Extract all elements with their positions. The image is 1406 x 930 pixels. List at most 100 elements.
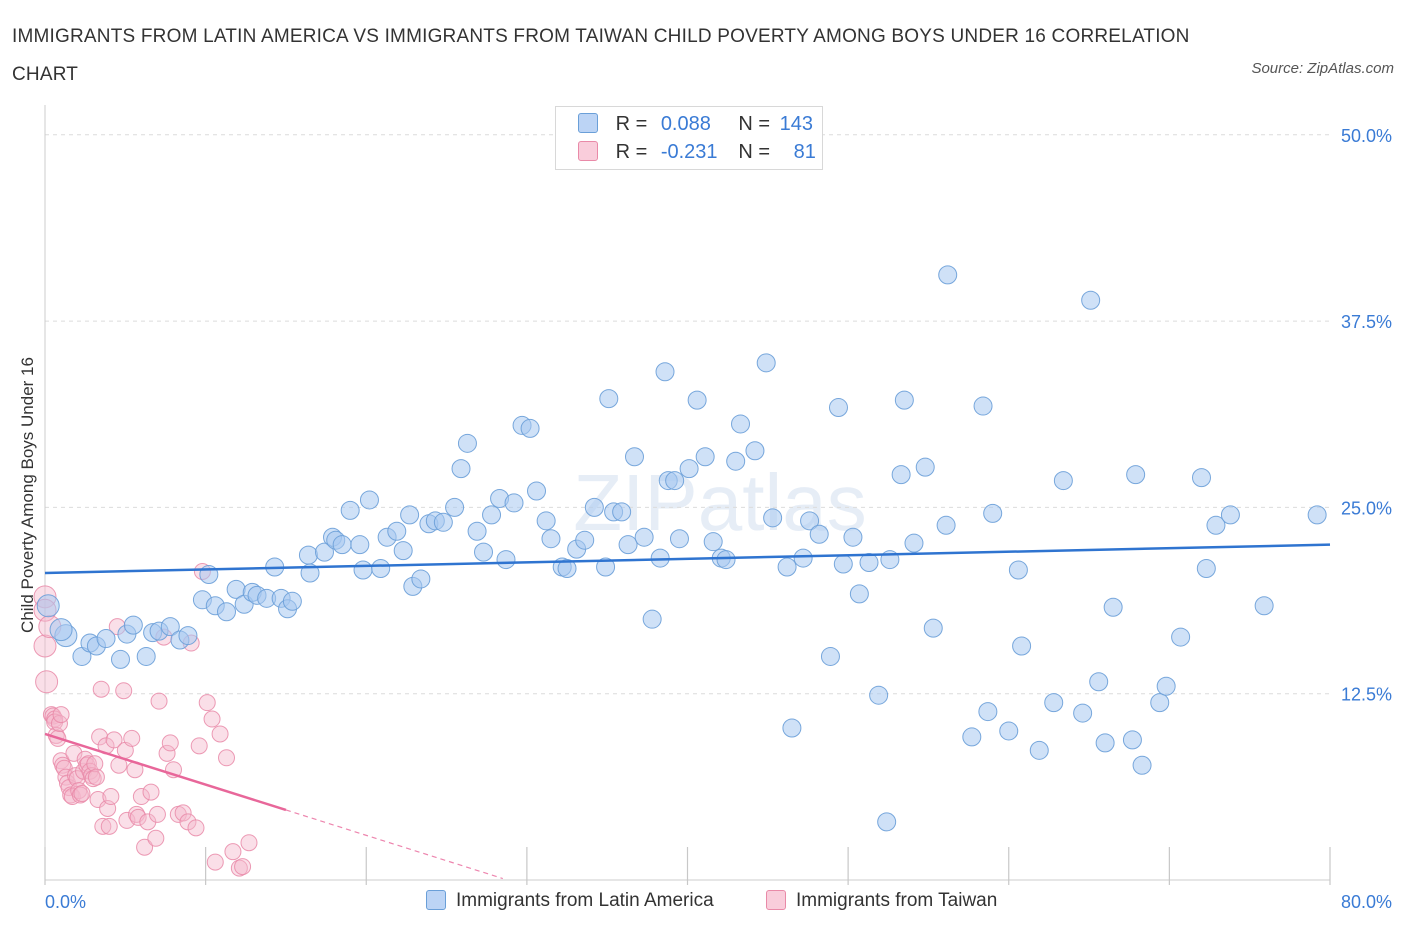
latin-america-point — [1254, 596, 1274, 616]
r-label: R = — [615, 113, 648, 135]
latin-america-point — [820, 646, 840, 666]
latin-america-point — [599, 389, 619, 409]
latin-america-point — [1081, 290, 1101, 310]
latin-america-point — [731, 414, 751, 434]
taiwan-point — [136, 838, 154, 856]
latin-america-point — [482, 505, 502, 525]
latin-america-point — [350, 535, 370, 555]
latin-america-point — [527, 481, 547, 501]
latin-america-point — [536, 511, 556, 531]
axes — [44, 105, 1331, 885]
latin-america-point — [687, 390, 707, 410]
latin-america-point — [703, 532, 723, 552]
latin-america-point — [96, 629, 116, 649]
latin-america-point — [973, 396, 993, 416]
latin-america-point — [136, 646, 156, 666]
latin-america-point — [1126, 465, 1146, 485]
latin-america-point — [833, 554, 853, 574]
taiwan-point — [174, 804, 192, 822]
latin-america-point — [1008, 560, 1028, 580]
latin-america-point — [1196, 559, 1216, 579]
n-label: N = — [738, 141, 771, 163]
taiwan-point — [35, 670, 59, 694]
latin-america-point — [541, 529, 561, 549]
legend-swatch-blue — [426, 890, 446, 910]
taiwan-point — [105, 731, 123, 749]
chart-title: IMMIGRANTS FROM LATIN AMERICA VS IMMIGRA… — [12, 26, 1190, 85]
latin-america-point — [584, 497, 604, 517]
taiwan-point — [87, 768, 105, 786]
taiwan-point — [92, 680, 110, 698]
legend-row-latin-america: R = 0.088 N = 143 — [578, 111, 813, 137]
latin-america-point — [716, 550, 736, 570]
taiwan-point — [118, 811, 136, 829]
latin-america-point — [451, 459, 471, 479]
legend-row-taiwan: R = -0.231 N = 81 — [578, 139, 816, 165]
latin-america-point — [859, 553, 879, 573]
taiwan-point — [158, 744, 176, 762]
taiwan-point — [65, 744, 83, 762]
taiwan-point — [187, 819, 205, 837]
latin-america-point — [474, 542, 494, 562]
latin-america-point — [332, 535, 352, 555]
latin-america-point — [763, 508, 783, 528]
latin-america-point — [642, 609, 662, 629]
latin-america-point — [282, 591, 302, 611]
latin-america-point — [1192, 468, 1211, 488]
taiwan-point — [211, 725, 229, 743]
latin-america-point — [557, 559, 577, 579]
latin-america-point — [1044, 693, 1064, 713]
taiwan-point — [190, 737, 208, 755]
latin-america-point — [1029, 740, 1049, 760]
latin-america-point — [36, 594, 60, 618]
latin-america-point — [1150, 693, 1170, 713]
latin-america-point — [612, 502, 632, 522]
taiwan-point — [203, 710, 221, 728]
latin-america-point — [1073, 703, 1093, 723]
latin-america-point — [1103, 597, 1123, 617]
r-label: R = — [615, 141, 648, 163]
taiwan-point — [240, 834, 258, 852]
latin-america-point — [387, 521, 407, 541]
x-tick-label: 80.0% — [1341, 892, 1392, 912]
n-value: 143 — [779, 113, 813, 135]
latin-america-point — [314, 542, 334, 562]
legend-label: Immigrants from Taiwan — [796, 890, 998, 911]
latin-america-point — [411, 569, 431, 589]
taiwan-point — [100, 817, 118, 835]
tick-labels: 12.5% 25.0% 37.5% 50.0% 0.0% 80.0% — [45, 126, 1392, 912]
latin-america-point — [793, 548, 813, 568]
latin-america-point — [520, 418, 540, 438]
latin-america-point — [938, 265, 958, 285]
latin-america-point — [923, 618, 943, 638]
latin-america-point — [1012, 636, 1032, 656]
taiwan-point — [148, 805, 166, 823]
latin-america-point — [869, 685, 889, 705]
latin-america-point — [695, 447, 715, 467]
latin-america-point — [1206, 515, 1226, 535]
latin-america-point — [445, 497, 465, 517]
latin-america-point — [800, 511, 820, 531]
latin-america-point — [496, 550, 516, 570]
taiwan-point — [89, 791, 107, 809]
r-value: -0.231 — [660, 141, 718, 163]
taiwan-point — [73, 785, 91, 803]
latin-america-point — [123, 615, 143, 635]
latin-america-point — [962, 727, 982, 747]
latin-america-point — [915, 457, 935, 477]
latin-america-point — [504, 493, 524, 513]
latin-america-trendline — [44, 543, 1331, 575]
taiwan-point — [86, 755, 104, 773]
latin-america-point — [178, 626, 198, 646]
latin-america-point — [936, 515, 956, 535]
x-tick-label: 0.0% — [45, 892, 86, 912]
latin-america-point — [891, 465, 911, 485]
latin-america-point — [340, 500, 360, 520]
latin-america-point — [726, 451, 746, 471]
latin-america-point — [1089, 672, 1109, 692]
taiwan-point — [91, 728, 109, 746]
taiwan-trendline-extension — [285, 809, 503, 880]
y-tick-label: 37.5% — [1341, 312, 1392, 332]
latin-america-point — [160, 617, 180, 637]
latin-america-point — [618, 535, 638, 555]
